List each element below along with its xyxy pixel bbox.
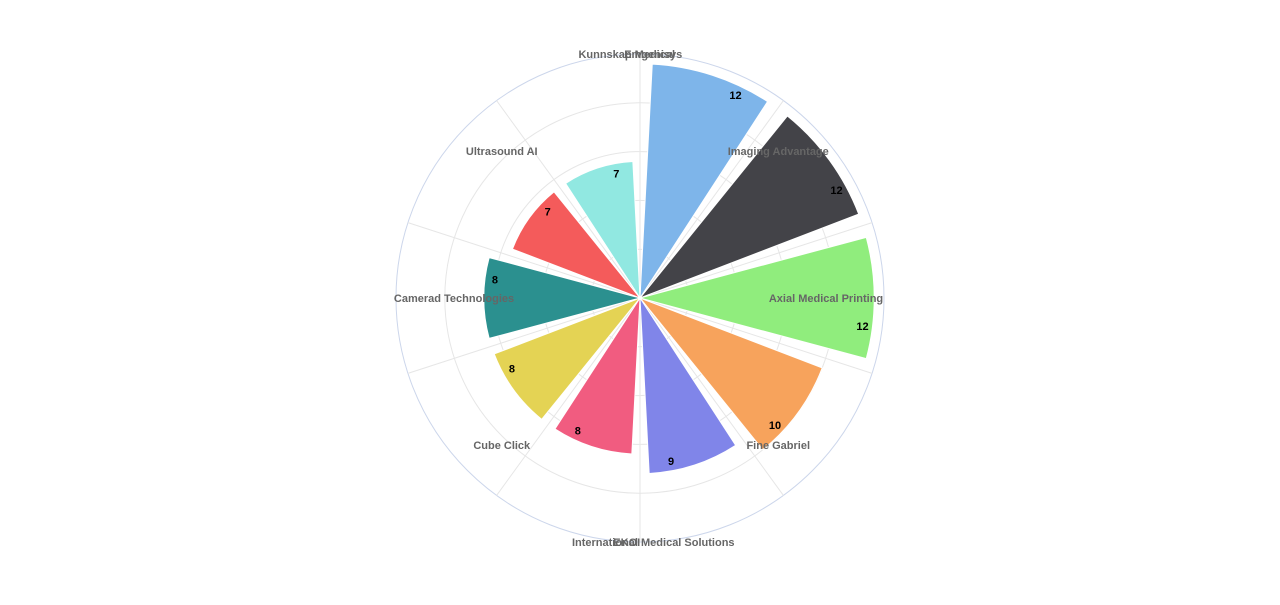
category-label-ekoi: EKOI bbox=[613, 537, 640, 549]
category-label-camerad-technologies: Camerad Technologies bbox=[394, 293, 514, 305]
value-label: 8 bbox=[509, 363, 515, 375]
slice-cube-click[interactable] bbox=[493, 296, 642, 421]
category-label-cube-click: Cube Click bbox=[473, 440, 531, 452]
grid-spoke bbox=[639, 100, 784, 299]
value-label: 12 bbox=[856, 321, 868, 333]
value-label: 8 bbox=[575, 425, 581, 437]
slice-ekoi[interactable] bbox=[554, 296, 641, 455]
grid-spoke bbox=[639, 297, 873, 374]
value-label: 8 bbox=[492, 275, 498, 287]
category-labels: Emgenisys Imaging Advantage Axial Medical … bbox=[394, 49, 883, 549]
grid-spoke bbox=[407, 297, 641, 374]
grid-spoke bbox=[496, 100, 641, 299]
category-label-fine-gabriel: Fine Gabriel bbox=[746, 440, 810, 452]
value-label: 10 bbox=[769, 420, 781, 432]
slice-imaging-advantage[interactable] bbox=[638, 115, 860, 300]
slices bbox=[483, 63, 875, 474]
slice-international-medical-solutions[interactable] bbox=[639, 296, 737, 474]
category-label-ultrasound-ai: Ultrasound AI bbox=[466, 146, 538, 158]
grid-spoke bbox=[407, 222, 641, 299]
category-label-axial-medical-printing: Axial Medical Printing bbox=[769, 293, 883, 305]
slice-emgenisys[interactable] bbox=[639, 63, 769, 300]
value-label: 12 bbox=[729, 90, 741, 102]
category-label-international-medical-solutions: International Medical Solutions bbox=[572, 537, 735, 549]
slice-ultrasound-ai[interactable] bbox=[511, 191, 642, 300]
slice-kunnskap-medical[interactable] bbox=[564, 161, 641, 300]
value-label: 7 bbox=[613, 169, 619, 181]
grid-spoke bbox=[639, 222, 873, 299]
value-label: 7 bbox=[545, 206, 551, 218]
slice-camerad-technologies[interactable] bbox=[483, 256, 642, 340]
grid-spoke bbox=[639, 297, 784, 496]
category-label-kunnskap-medical: Kunnskap Medical bbox=[578, 49, 675, 61]
category-label-imaging-advantage: Imaging Advantage bbox=[728, 146, 829, 158]
slice-axial-medical-printing[interactable] bbox=[638, 236, 875, 360]
value-label: 9 bbox=[668, 456, 674, 468]
slice-fine-gabriel[interactable] bbox=[638, 296, 823, 451]
value-label: 12 bbox=[830, 185, 842, 197]
grid-spoke bbox=[496, 297, 641, 496]
value-labels: 12 12 12 10 9 8 8 8 7 7 bbox=[492, 90, 869, 468]
category-label-emgenisys: Emgenisys bbox=[624, 49, 682, 61]
